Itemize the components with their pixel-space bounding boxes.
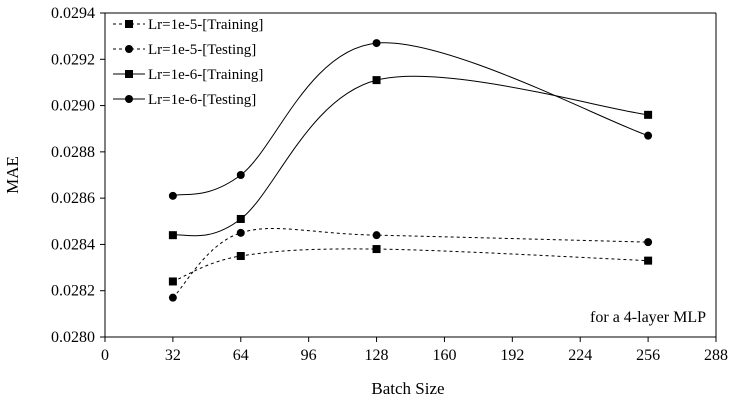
x-tick-label: 160 (432, 347, 456, 364)
legend-marker (125, 95, 133, 103)
data-point (644, 110, 653, 119)
chart-annotation: for a 4-layer MLP (590, 309, 706, 326)
data-point (372, 39, 381, 48)
series-layer (168, 39, 653, 302)
x-tick-label: 256 (636, 347, 660, 364)
y-tick-label: 0.0280 (51, 329, 95, 346)
series-line (172, 75, 649, 237)
data-point (644, 131, 653, 140)
data-point (168, 293, 177, 302)
legend-label: Lr=1e-6-[Training] (148, 67, 263, 83)
data-point (372, 245, 381, 254)
y-tick-label: 0.0288 (51, 144, 95, 161)
x-tick-label: 64 (233, 347, 249, 364)
legend-item: Lr=1e-6-[Testing] (113, 92, 256, 108)
legend-marker (125, 45, 133, 53)
x-axis-title: Batch Size (371, 379, 444, 398)
data-point (644, 238, 653, 247)
axes: 0 32 64 96 128 160 192 224 256 288 0.0280 0.0282 0.0… (51, 5, 728, 364)
x-tick-label: 0 (101, 347, 109, 364)
series-line (172, 42, 649, 197)
y-tick-label: 0.0292 (51, 51, 95, 68)
data-point (168, 191, 177, 200)
data-point (372, 231, 381, 240)
x-tick-label: 224 (568, 347, 592, 364)
y-tick-label: 0.0282 (51, 283, 95, 300)
y-tick-label: 0.0290 (51, 98, 95, 115)
data-point (236, 228, 245, 237)
legend: Lr=1e-5-[Training] Lr=1e-5-[Testing] Lr=1e… (113, 17, 263, 108)
x-tick-label: 288 (704, 347, 728, 364)
data-point (168, 277, 177, 286)
data-point (644, 256, 653, 265)
legend-label: Lr=1e-5-[Testing] (148, 42, 256, 58)
x-tick-label: 32 (165, 347, 181, 364)
series-line (172, 227, 649, 299)
series-3 (168, 75, 653, 240)
y-tick-label: 0.0284 (51, 236, 95, 253)
series-4 (168, 39, 653, 200)
legend-item: Lr=1e-5-[Training] (113, 17, 263, 33)
x-tick-label: 128 (365, 347, 389, 364)
y-tick-label: 0.0294 (51, 5, 95, 22)
legend-item: Lr=1e-6-[Training] (113, 67, 263, 83)
legend-marker (125, 20, 133, 28)
series-2 (168, 227, 653, 302)
y-axis-title: MAE (3, 156, 22, 194)
series-1 (168, 245, 653, 286)
legend-marker (125, 70, 133, 78)
data-point (236, 214, 245, 223)
x-tick-label: 96 (301, 347, 317, 364)
legend-label: Lr=1e-5-[Training] (148, 17, 263, 33)
data-point (372, 76, 381, 85)
data-point (168, 231, 177, 240)
x-tick-label: 192 (500, 347, 524, 364)
legend-item: Lr=1e-5-[Testing] (113, 42, 256, 58)
data-point (236, 171, 245, 179)
data-point (236, 252, 245, 260)
legend-label: Lr=1e-6-[Testing] (148, 92, 256, 108)
series-line (172, 248, 649, 282)
y-tick-label: 0.0286 (51, 190, 95, 207)
